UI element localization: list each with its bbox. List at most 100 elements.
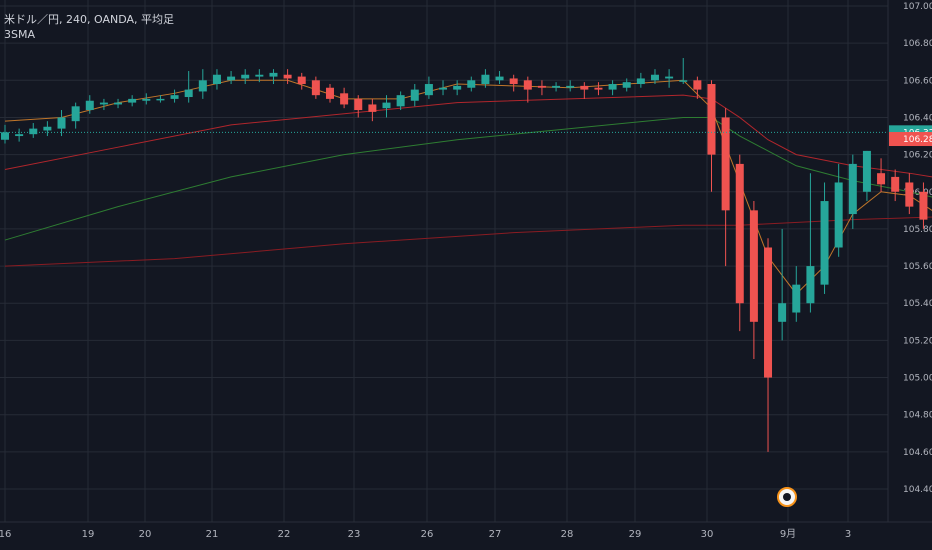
candle-body — [114, 102, 123, 105]
symbol-title[interactable]: 米ドル／円, 240, OANDA, 平均足 — [4, 13, 174, 26]
tradingview-logo-icon[interactable] — [777, 487, 797, 507]
candle-body — [721, 117, 730, 211]
price-badges: 106.320106.284 — [889, 125, 932, 147]
price-tick-label: 104.800 — [903, 411, 932, 421]
candle-body — [848, 163, 857, 215]
candle-body — [693, 80, 702, 90]
candle-body — [622, 82, 631, 88]
logo-dot — [783, 493, 791, 501]
candle-body — [424, 84, 433, 96]
candle-body — [311, 80, 320, 96]
ma-extra-line — [4, 216, 932, 267]
price-tick-label: 106.600 — [903, 76, 932, 86]
candle-body — [877, 173, 886, 185]
candle-body — [862, 150, 871, 192]
candle-body — [820, 201, 829, 285]
candle-body — [142, 98, 151, 101]
candle-body — [806, 266, 815, 304]
last-price-badge-text: 106.284 — [903, 135, 932, 145]
time-tick-label: 29 — [629, 529, 642, 540]
candle-body — [184, 89, 193, 98]
candle-body — [834, 182, 843, 248]
candle-body — [241, 74, 250, 79]
ma-slow-line — [4, 116, 932, 241]
candle-body — [297, 76, 306, 85]
price-axis[interactable]: 107.000 106.800 106.600 106.400 106.200 106.0… — [887, 0, 932, 550]
time-tick-label: 23 — [348, 529, 361, 540]
price-tick-label: 105.200 — [903, 336, 932, 346]
candle-body — [891, 176, 900, 192]
candle-body — [255, 74, 264, 77]
time-tick-label: 27 — [489, 529, 502, 540]
last-price-badge-bg — [889, 132, 932, 147]
price-tick-label: 107.000 — [903, 2, 932, 12]
candle-body — [566, 85, 575, 88]
time-tick-label: 28 — [561, 529, 574, 540]
candle-body — [594, 87, 603, 90]
time-tick-label: 22 — [278, 529, 291, 540]
candle-body — [1, 132, 9, 140]
candle-body — [764, 247, 773, 378]
time-tick-label: 20 — [139, 529, 152, 540]
candle-body — [325, 87, 334, 99]
candle-body — [410, 89, 419, 101]
time-tick-label: 9月 — [780, 528, 796, 540]
candle-body — [679, 80, 688, 82]
candle-body — [665, 76, 674, 79]
candle-body — [608, 84, 617, 90]
candle-body — [85, 100, 94, 111]
candle-body — [212, 74, 221, 85]
candle-body — [29, 128, 38, 135]
price-axis-bg — [888, 0, 932, 550]
price-tick-label: 106.000 — [903, 188, 932, 198]
candle-body — [735, 163, 744, 304]
price-tick-label: 105.000 — [903, 374, 932, 384]
candle-body — [580, 85, 589, 90]
candle-body — [198, 80, 207, 92]
candle-body — [269, 72, 278, 77]
candle-body — [340, 93, 349, 105]
time-axis[interactable]: 16 19 20 21 22 23 26 27 28 29 30 9月 3 — [0, 521, 932, 540]
candle-body — [99, 102, 108, 105]
candles — [1, 58, 928, 452]
candle-body — [905, 182, 914, 207]
candle-body — [919, 191, 928, 220]
candle-body — [382, 102, 391, 109]
candle-body — [749, 210, 758, 322]
grid-lines — [0, 0, 888, 522]
time-tick-label: 30 — [701, 529, 714, 540]
candle-body — [170, 95, 179, 99]
candle-body — [495, 76, 504, 81]
candle-body — [396, 95, 405, 107]
candle-body — [71, 106, 80, 122]
candle-body — [467, 80, 476, 88]
candle-body — [156, 98, 165, 101]
price-tick-label: 104.400 — [903, 485, 932, 495]
candle-body — [778, 303, 787, 322]
candle-body — [537, 85, 546, 88]
candle-body — [128, 98, 137, 103]
price-tick-label: 104.600 — [903, 448, 932, 458]
candle-body — [707, 84, 716, 155]
price-tick-label: 106.200 — [903, 151, 932, 161]
candle-body — [552, 85, 561, 88]
indicator-label[interactable]: 3SMA — [4, 28, 35, 41]
candle-body — [439, 87, 448, 90]
time-tick-label: 3 — [845, 529, 851, 540]
time-tick-label: 26 — [421, 529, 434, 540]
candle-body — [43, 126, 52, 131]
candle-body — [636, 78, 645, 85]
time-tick-label: 19 — [82, 529, 95, 540]
chart-legend: 米ドル／円, 240, OANDA, 平均足 3SMA — [4, 12, 174, 42]
candle-body — [509, 78, 518, 85]
candle-body — [283, 74, 292, 79]
price-tick-label: 106.800 — [903, 39, 932, 49]
candle-body — [227, 76, 236, 81]
candle-body — [650, 74, 659, 81]
time-tick-label: 21 — [206, 529, 219, 540]
price-tick-label: 105.800 — [903, 225, 932, 235]
candle-body — [481, 74, 490, 85]
candle-body — [368, 104, 377, 112]
